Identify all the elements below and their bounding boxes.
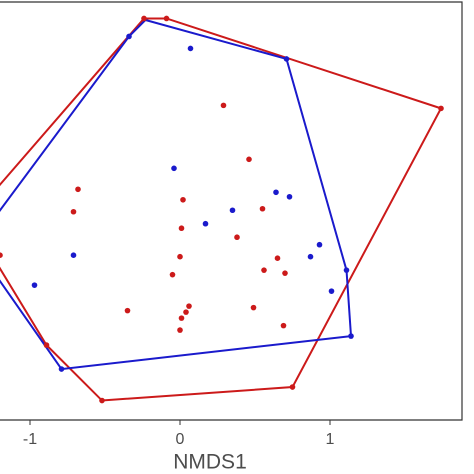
x-axis-label: NMDS1 (173, 451, 247, 474)
point (261, 267, 267, 273)
point (177, 253, 183, 260)
point (283, 56, 290, 62)
hull (0, 17, 443, 402)
point (70, 252, 77, 258)
point (31, 282, 38, 288)
point (202, 220, 209, 227)
point (438, 105, 444, 112)
point (229, 207, 236, 214)
point (43, 342, 50, 348)
point (343, 267, 350, 273)
point (58, 366, 65, 372)
point (316, 241, 323, 248)
plot (0, 15, 444, 404)
point (186, 303, 192, 309)
point (75, 186, 81, 193)
point (163, 15, 170, 22)
x-tick-label: 0 (176, 431, 185, 448)
point (171, 165, 177, 172)
point (274, 255, 281, 261)
hull (0, 18, 353, 371)
point (289, 384, 296, 390)
point (286, 193, 293, 200)
point (180, 196, 186, 203)
x-tick-label: 1 (326, 431, 335, 448)
point (126, 33, 132, 40)
point (70, 208, 77, 215)
point (220, 102, 227, 109)
point (141, 15, 147, 22)
point (124, 307, 131, 314)
point (280, 322, 287, 329)
point (183, 309, 189, 315)
point (0, 252, 3, 258)
point (169, 271, 176, 278)
point (246, 156, 252, 163)
point (348, 333, 354, 339)
point (282, 270, 288, 276)
point (273, 189, 279, 196)
plot-frame (0, 1, 463, 421)
point (99, 397, 105, 404)
point (234, 234, 240, 241)
point (328, 288, 335, 294)
point (177, 327, 183, 333)
point (250, 304, 257, 311)
point (187, 45, 194, 52)
point (259, 205, 266, 212)
x-tick-label: -1 (23, 431, 37, 448)
point (307, 253, 314, 260)
point (178, 315, 185, 321)
point (178, 225, 185, 232)
